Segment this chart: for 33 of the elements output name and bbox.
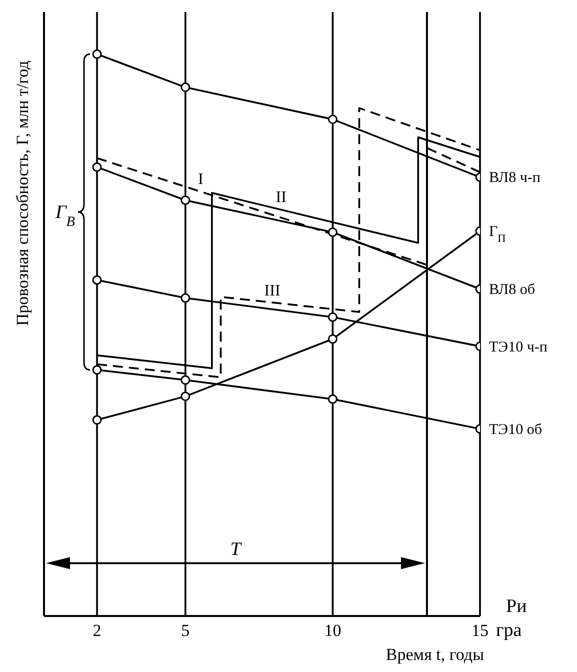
annotation: Г$_{В}$ [54,202,76,230]
point [180,392,190,402]
point [328,334,338,344]
series-label: III [264,282,280,300]
point [180,293,190,303]
point [92,365,102,375]
series-label: Г$_{П}$ [489,224,506,246]
point [180,82,190,92]
point [92,49,102,59]
series-label: ВЛ8 ч-п [489,170,540,186]
x-axis-title: Время t, годы [386,645,485,664]
x-tick-label: 5 [181,621,190,640]
series-label: ТЭ10 ч-п [489,339,548,356]
point [328,394,338,404]
x-tick-label: 15 [472,621,488,640]
point [328,228,338,237]
series-label: II [276,188,286,206]
annotation: T [230,539,242,560]
y-axis-title: Провозная способность, Г, млн т/год [12,60,32,326]
point [328,114,338,124]
point [92,415,102,425]
series-label: ВЛ8 об [489,282,536,298]
point [180,195,190,205]
x-tick-label: 2 [92,621,102,640]
point [92,162,102,172]
point [92,275,102,285]
x-tick-label: 10 [324,621,342,640]
series-label: I [198,171,204,188]
point [328,312,338,322]
text: Ри [506,596,527,618]
point [180,375,190,385]
series-label: ТЭ10 об [489,422,542,438]
text: гра [496,620,522,642]
